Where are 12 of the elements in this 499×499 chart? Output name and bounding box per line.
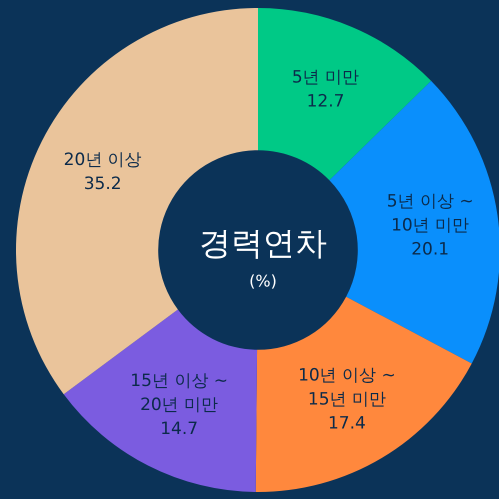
data-label: 12.7 [306,92,344,112]
slice-label: 20년 이상 [64,150,142,170]
data-label: 35.2 [84,174,122,194]
data-label: 20.1 [411,239,450,260]
data-label: 14.7 [160,418,198,439]
slice-label: 5년 미만 [292,68,360,88]
data-label: 17.4 [328,413,366,434]
slice-label: 15년 이상 ~ 20년 미만 [130,370,228,415]
text: (%) [249,272,277,290]
slice-label: 5년 이상 ~ 10년 미만 [386,191,474,236]
slice-label: 10년 이상 ~ 15년 미만 [298,365,396,410]
text: 경력연차 [199,224,327,262]
